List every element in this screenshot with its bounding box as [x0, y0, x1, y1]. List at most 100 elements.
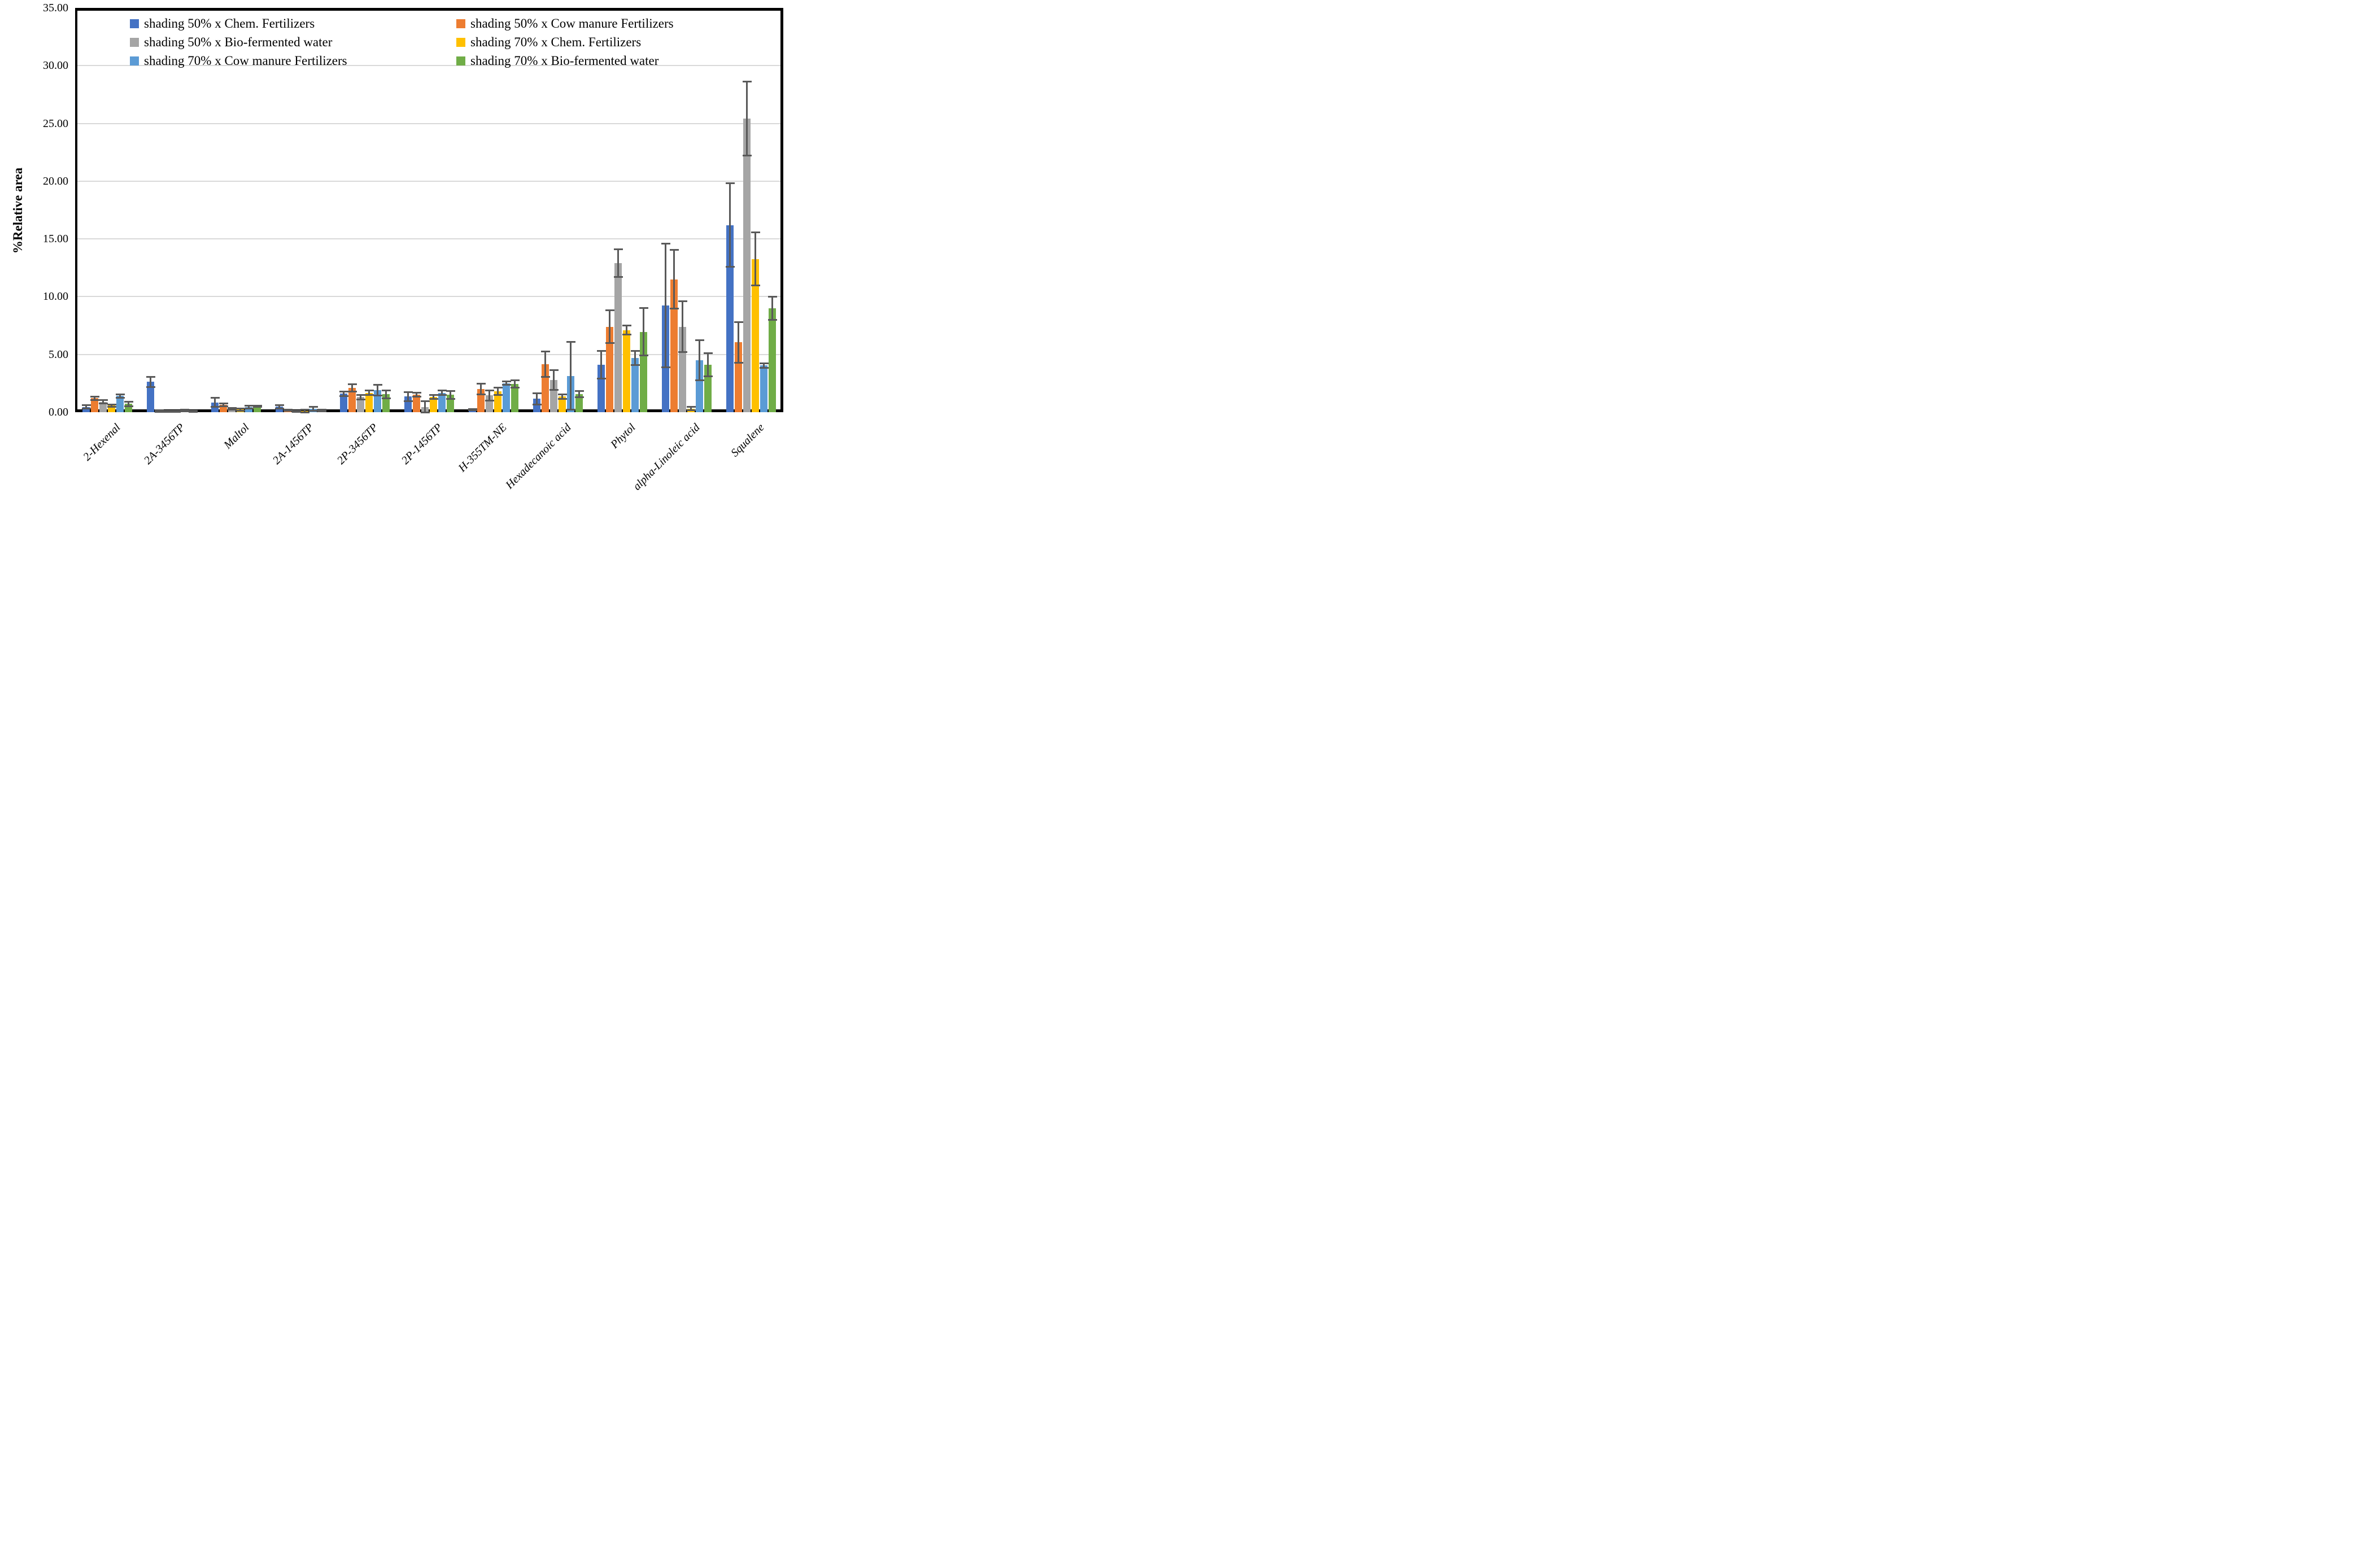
error-bar-line: [94, 396, 95, 400]
error-bar-cap-top: [695, 339, 704, 341]
error-bar-cap-bottom: [485, 400, 494, 402]
error-bar-line: [707, 353, 709, 377]
error-bar-cap-top: [485, 389, 494, 391]
error-bar-cap-top: [468, 408, 477, 410]
y-tick-label-15.00: 15.00: [43, 233, 68, 246]
error-bar-line: [729, 183, 731, 267]
error-bar-cap-top: [339, 390, 348, 392]
error-bar-cap-top: [596, 350, 606, 352]
error-bar-cap-bottom: [574, 396, 584, 399]
bar-H-355TM-NE-s3: [486, 395, 493, 412]
error-bar-cap-bottom: [661, 366, 670, 368]
bar-alpha-Linoleic acid-s5: [696, 360, 703, 412]
error-bar-line: [536, 393, 538, 405]
legend-label: shading 50% x Cow manure Fertilizers: [470, 16, 674, 30]
error-bar-line: [480, 383, 482, 395]
error-bar-cap-top: [446, 390, 455, 392]
bar-2-Hexenal-s2: [91, 398, 98, 412]
error-bar-line: [278, 405, 280, 409]
error-bar-cap-bottom: [180, 410, 189, 412]
error-bar-cap-top: [180, 409, 189, 411]
error-bar-line: [665, 243, 666, 368]
error-bar-cap-bottom: [639, 355, 648, 357]
gridline-10: [77, 296, 780, 298]
error-bar-cap-top: [678, 300, 687, 303]
error-bar-cap-top: [510, 379, 520, 382]
bar-Squalene-s4: [752, 259, 759, 412]
error-bar-line: [754, 232, 756, 286]
bar-Squalene-s2: [735, 342, 742, 412]
error-bar-cap-bottom: [163, 410, 172, 413]
legend-item: shading 50% x Chem. Fertilizers: [130, 17, 315, 30]
error-bar-cap-bottom: [622, 334, 631, 336]
error-bar-line: [304, 409, 306, 412]
error-bar-line: [111, 404, 112, 407]
error-bar-line: [643, 308, 644, 356]
error-bar-cap-top: [227, 407, 237, 409]
error-bar-line: [368, 390, 370, 395]
error-bar-line: [497, 387, 499, 395]
error-bar-cap-top: [703, 352, 713, 355]
gridline-30: [77, 65, 780, 67]
error-bar-cap-top: [501, 381, 511, 383]
error-bar-line: [578, 391, 580, 398]
bar-Phytol-s5: [631, 357, 639, 412]
error-bar-cap-bottom: [725, 265, 735, 268]
error-bar-line: [609, 310, 610, 343]
error-bar-cap-top: [81, 404, 91, 407]
error-bar-line: [385, 390, 387, 399]
error-bar-cap-top: [291, 410, 301, 412]
error-bar-line: [351, 384, 353, 392]
error-bar-cap-bottom: [566, 409, 575, 411]
error-bar-cap-bottom: [364, 394, 374, 396]
error-bar-cap-top: [574, 390, 584, 392]
error-bar-cap-bottom: [510, 386, 520, 388]
error-bar-line: [239, 408, 241, 411]
error-bar-cap-bottom: [549, 388, 559, 391]
error-bar-cap-bottom: [210, 406, 220, 408]
y-tick-label-30.00: 30.00: [43, 59, 68, 72]
error-bar-cap-top: [163, 409, 172, 412]
bar-H-355TM-NE-s4: [494, 391, 501, 412]
error-bar-cap-top: [412, 392, 421, 394]
error-bar-cap-bottom: [227, 408, 237, 410]
bar-2A-1456TP-s1: [276, 407, 283, 412]
bar-2P-1456TP-s4: [430, 397, 437, 412]
error-bar-cap-top: [107, 403, 116, 405]
error-bar-line: [738, 322, 739, 363]
error-bar-cap-top: [532, 392, 542, 394]
bar-2-Hexenal-s3: [99, 401, 107, 412]
error-bar-line: [433, 395, 434, 399]
error-bar-cap-bottom: [317, 410, 326, 412]
error-bar-line: [150, 377, 151, 387]
error-bar-line: [699, 340, 700, 381]
error-bar-cap-bottom: [686, 409, 696, 412]
bar-2-Hexenal-s4: [108, 405, 115, 412]
error-bar-cap-top: [613, 248, 623, 251]
error-bar-cap-top: [540, 351, 550, 353]
error-bar-cap-bottom: [703, 375, 713, 378]
error-bar-line: [450, 391, 451, 399]
error-bar-cap-top: [669, 249, 679, 251]
error-bar-cap-top: [767, 295, 777, 298]
bar-alpha-Linoleic acid-s3: [679, 326, 686, 412]
legend-item: shading 50% x Bio-fermented water: [130, 36, 332, 49]
error-bar-cap-bottom: [244, 408, 254, 410]
error-bar-line: [544, 351, 546, 377]
error-bar-cap-bottom: [446, 398, 455, 400]
error-bar-cap-top: [566, 340, 575, 343]
error-bar-cap-bottom: [146, 386, 155, 388]
error-bar-cap-top: [630, 350, 640, 352]
legend-label: shading 50% x Bio-fermented water: [144, 35, 333, 49]
bar-chart-figure: %Relative area 0.00 5.00 10.00 15.00 20.00 25…: [0, 0, 792, 523]
error-bar-cap-top: [476, 383, 486, 385]
error-bar-line: [746, 81, 748, 156]
error-bar-cap-top: [115, 393, 125, 395]
y-tick-label-10.00: 10.00: [43, 290, 68, 303]
bar-Hexadecanoic acid-s1: [533, 399, 540, 412]
error-bar-cap-bottom: [613, 276, 623, 278]
error-bar-cap-bottom: [373, 395, 382, 397]
legend-label: shading 70% x Chem. Fertilizers: [470, 35, 642, 49]
error-bar-line: [682, 301, 683, 352]
bar-Hexadecanoic acid-s4: [559, 396, 566, 412]
